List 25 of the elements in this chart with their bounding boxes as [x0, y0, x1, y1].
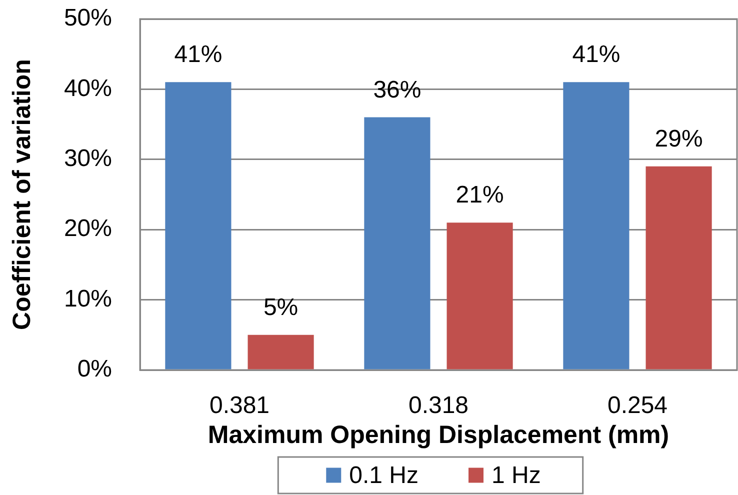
y-tick-label: 40%	[64, 74, 112, 102]
data-label: 21%	[456, 182, 504, 209]
bar	[248, 334, 314, 370]
y-axis-title: Coefficient of variation	[8, 59, 36, 330]
data-label: 36%	[373, 76, 422, 104]
bar	[563, 82, 630, 370]
legend-label: 0.1 Hz	[349, 462, 419, 489]
bar	[364, 117, 430, 370]
data-label: 41%	[572, 41, 620, 68]
x-tick-label: 0.381	[209, 392, 270, 420]
data-label: 41%	[174, 41, 222, 68]
data-label: 29%	[654, 125, 703, 152]
legend-label: 1 Hz	[492, 462, 541, 489]
x-tick-label: 0.254	[607, 392, 668, 420]
y-tick-label: 0%	[77, 356, 112, 383]
y-tick-label: 50%	[64, 4, 112, 32]
y-tick-label: 10%	[64, 285, 112, 312]
x-axis-title: Maximum Opening Displacement (mm)	[208, 420, 670, 449]
x-tick-label: 0.318	[408, 392, 469, 420]
bar	[646, 166, 712, 370]
y-tick-label: 20%	[64, 215, 112, 242]
bar	[446, 222, 513, 370]
y-tick-label: 30%	[64, 145, 112, 172]
bar	[165, 82, 232, 370]
data-label: 5%	[263, 294, 298, 321]
